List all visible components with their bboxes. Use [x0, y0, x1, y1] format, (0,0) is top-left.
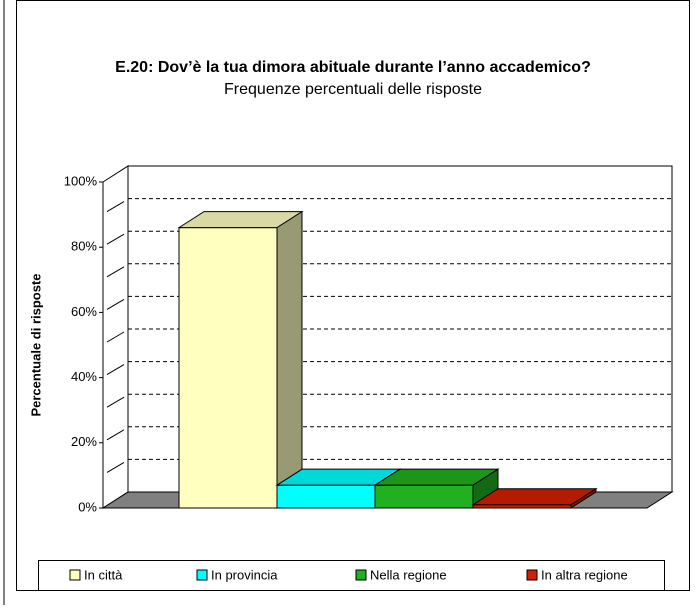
legend-swatch [355, 569, 367, 581]
legend-swatch [526, 569, 538, 581]
side-grid-line [106, 298, 125, 310]
legend-label: In provincia [211, 567, 278, 582]
y-tick-label: 40% [71, 369, 97, 384]
side-grid-line [106, 266, 125, 278]
side-grid-line [106, 429, 125, 441]
legend-swatch [69, 569, 81, 581]
legend-label: Nella regione [370, 567, 447, 582]
legend [38, 560, 665, 591]
side-grid-line [106, 461, 125, 473]
y-tick-label: 20% [71, 434, 97, 449]
bar-front [374, 484, 474, 509]
bar-front [178, 227, 278, 509]
legend-label: In città [84, 567, 123, 582]
y-tick-label: 60% [71, 304, 97, 319]
legend-swatch [196, 569, 208, 581]
bar-side [570, 487, 597, 509]
y-tick-label: 0% [78, 499, 97, 514]
side-grid-line [106, 233, 125, 245]
y-tick-label: 100% [64, 173, 98, 188]
y-tick-label: 80% [71, 239, 97, 254]
y-axis-label: Percentuale di risposte [28, 273, 43, 416]
chart-subtitle: Frequenze percentuali delle risposte [224, 81, 482, 98]
bar-front [276, 484, 376, 509]
side-grid-line [106, 364, 125, 376]
bar-side [276, 210, 303, 509]
legend-label: In altra regione [541, 567, 628, 582]
side-grid-line [106, 201, 125, 213]
chart-title: E.20: Dov’è la tua dimora abituale duran… [115, 59, 591, 76]
side-grid-line [106, 396, 125, 408]
side-grid-line [106, 331, 125, 343]
